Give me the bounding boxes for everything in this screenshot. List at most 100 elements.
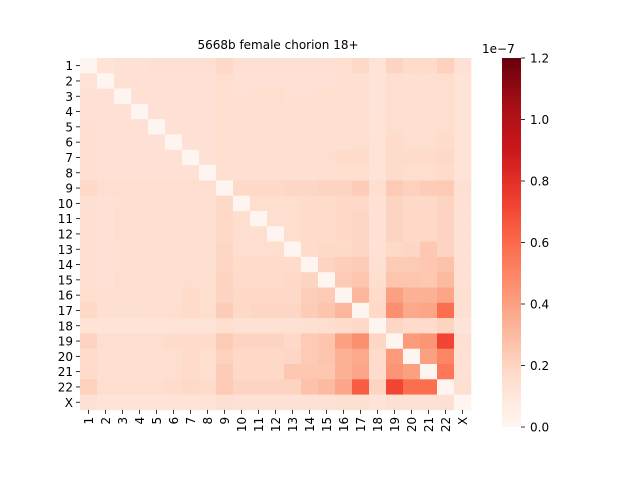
heatmap-cell-12-10 <box>233 226 251 242</box>
heatmap-cell-9-17 <box>352 180 370 196</box>
heatmap-cell-8-15 <box>318 165 336 181</box>
heatmap-cell-15-5 <box>148 272 166 288</box>
heatmap-cell-13-7 <box>182 241 200 258</box>
x-tick-label: 6 <box>167 417 181 425</box>
heatmap-cell-12-7 <box>182 226 200 242</box>
heatmap-cell-9-7 <box>182 180 200 196</box>
heatmap-cell-12-5 <box>148 226 166 242</box>
heatmap-cell-11-9 <box>216 211 234 227</box>
heatmap-cell-10-8 <box>199 195 217 212</box>
heatmap-cell-8-9 <box>216 165 234 181</box>
heatmap-cell-8-1 <box>80 165 98 181</box>
heatmap-cell-7-13 <box>284 149 302 166</box>
heatmap-cell-5-3 <box>114 119 132 135</box>
heatmap-cell-21-16 <box>335 364 353 380</box>
heatmap-cell-13-13 <box>284 241 302 258</box>
heatmap-cell-14-13 <box>284 256 302 273</box>
heatmap-cell-19-3 <box>114 333 132 349</box>
heatmap-cell-4-7 <box>182 103 200 120</box>
heatmap-cell-6-15 <box>318 134 336 151</box>
heatmap-cell-10-14 <box>301 195 319 212</box>
heatmap-cell-17-4 <box>131 302 149 319</box>
heatmap-cell-13-20 <box>403 241 421 258</box>
heatmap-cell-2-20 <box>403 73 421 89</box>
heatmap-cell-10-20 <box>403 195 421 212</box>
heatmap-cell-5-8 <box>199 119 217 135</box>
heatmap-cell-17-15 <box>318 302 336 319</box>
heatmap-cell-2-6 <box>165 73 183 89</box>
x-tick-label: 9 <box>218 417 232 425</box>
heatmap-cell-5-18 <box>369 119 387 135</box>
heatmap-cell-15-8 <box>199 272 217 288</box>
x-tick-label: 7 <box>184 417 198 425</box>
heatmap-cell-17-9 <box>216 302 234 319</box>
heatmap-cell-8-17 <box>352 165 370 181</box>
y-tick-label: 1 <box>65 59 73 73</box>
heatmap-cell-14-20 <box>403 256 421 273</box>
heatmap-cell-1-1 <box>80 58 98 74</box>
heatmap-cell-22-21 <box>420 379 438 395</box>
heatmap-cell-20-3 <box>114 348 132 365</box>
heatmap-cell-3-8 <box>199 88 217 105</box>
heatmap-cell-1-14 <box>301 58 319 74</box>
heatmap-cell-4-2 <box>97 103 115 120</box>
heatmap-cell-1-19 <box>386 58 404 74</box>
heatmap-cell-6-8 <box>199 134 217 151</box>
heatmap-cell-10-18 <box>369 195 387 212</box>
heatmap-cell-14-15 <box>318 256 336 273</box>
heatmap-cell-15-2 <box>97 272 115 288</box>
heatmap-cell-3-18 <box>369 88 387 105</box>
heatmap-cell-2-4 <box>131 73 149 89</box>
heatmap-cell-8-14 <box>301 165 319 181</box>
heatmap-cell-16-16 <box>335 287 353 304</box>
heatmap-cell-13-21 <box>420 241 438 258</box>
y-tick-label: 2 <box>65 74 73 88</box>
heatmap-cell-18-20 <box>403 318 421 334</box>
heatmap-cell-20-1 <box>80 348 98 365</box>
x-tick-label: 1 <box>82 417 96 425</box>
heatmap-cell-19-10 <box>233 333 251 349</box>
heatmap-cell-22-12 <box>267 379 285 395</box>
heatmap-cell-19-17 <box>352 333 370 349</box>
y-tick-label: 5 <box>65 120 73 134</box>
heatmap-cell-10-12 <box>267 195 285 212</box>
heatmap-cell-19-16 <box>335 333 353 349</box>
heatmap-cell-7-15 <box>318 149 336 166</box>
heatmap-cell-18-5 <box>148 318 166 334</box>
x-tick-label: 12 <box>269 417 283 432</box>
heatmap-cell-8-8 <box>199 165 217 181</box>
heatmap-cell-10-4 <box>131 195 149 212</box>
x-tick-label: 4 <box>133 417 147 425</box>
heatmap-cell-19-7 <box>182 333 200 349</box>
heatmap-cell-19-6 <box>165 333 183 349</box>
heatmap-cell-19-21 <box>420 333 438 349</box>
heatmap-cell-13-4 <box>131 241 149 258</box>
heatmap-cell-7-14 <box>301 149 319 166</box>
y-tick-label: 6 <box>65 136 73 150</box>
heatmap-cell-3-9 <box>216 88 234 105</box>
heatmap-cell-4-8 <box>199 103 217 120</box>
x-tick-label: 17 <box>354 417 368 432</box>
heatmap-cell-11-6 <box>165 211 183 227</box>
heatmap-cell-10-22 <box>437 195 455 212</box>
heatmap-cell-19-15 <box>318 333 336 349</box>
heatmap-cell-15-X <box>454 272 472 288</box>
heatmap-cell-7-3 <box>114 149 132 166</box>
heatmap-cell-15-4 <box>131 272 149 288</box>
heatmap-cell-X-9 <box>216 394 234 411</box>
heatmap-cell-2-13 <box>284 73 302 89</box>
heatmap-cell-18-6 <box>165 318 183 334</box>
heatmap-cell-15-6 <box>165 272 183 288</box>
heatmap-cell-16-21 <box>420 287 438 304</box>
heatmap-cell-16-X <box>454 287 472 304</box>
heatmap-cell-20-11 <box>250 348 268 365</box>
heatmap-cell-2-12 <box>267 73 285 89</box>
heatmap-cell-10-5 <box>148 195 166 212</box>
heatmap-cell-18-13 <box>284 318 302 334</box>
heatmap-cell-4-5 <box>148 103 166 120</box>
heatmap-cell-12-4 <box>131 226 149 242</box>
heatmap-cell-19-11 <box>250 333 268 349</box>
heatmap-cell-X-15 <box>318 394 336 411</box>
heatmap-cell-7-6 <box>165 149 183 166</box>
heatmap-cell-22-17 <box>352 379 370 395</box>
